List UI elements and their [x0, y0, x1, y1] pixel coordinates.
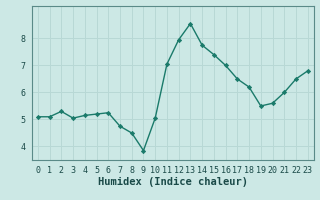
X-axis label: Humidex (Indice chaleur): Humidex (Indice chaleur) — [98, 177, 248, 187]
